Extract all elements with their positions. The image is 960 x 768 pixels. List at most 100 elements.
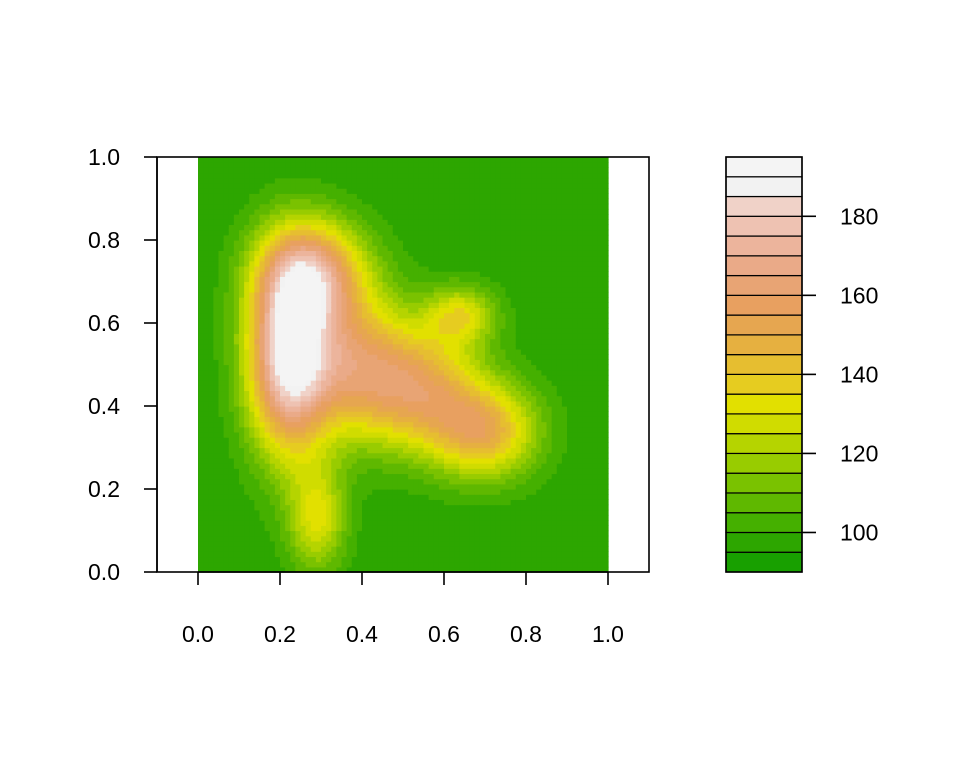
- heatmap-cell: [336, 312, 343, 319]
- heatmap-cell: [336, 182, 343, 189]
- heatmap-cell: [300, 214, 307, 220]
- heatmap-cell: [464, 499, 471, 506]
- heatmap-cell: [280, 182, 286, 189]
- heatmap-cell: [208, 390, 214, 397]
- heatmap-cell: [449, 234, 455, 241]
- heatmap-cell: [280, 255, 286, 262]
- heatmap-cell: [382, 421, 389, 428]
- heatmap-cell: [505, 556, 512, 563]
- heatmap-cell: [433, 271, 440, 277]
- heatmap-cell: [218, 203, 225, 210]
- heatmap-cell: [285, 525, 291, 532]
- heatmap-cell: [392, 369, 399, 376]
- heatmap-cell: [280, 525, 286, 532]
- heatmap-cell: [249, 343, 255, 350]
- heatmap-cell: [377, 234, 384, 241]
- heatmap-cell: [269, 566, 276, 573]
- heatmap-cell: [408, 307, 414, 314]
- heatmap-cell: [290, 489, 296, 495]
- heatmap-cell: [228, 265, 235, 272]
- heatmap-cell: [500, 411, 507, 417]
- heatmap-cell: [233, 504, 240, 511]
- heatmap-cell: [218, 406, 225, 412]
- heatmap-cell: [254, 203, 261, 210]
- heatmap-cell: [356, 395, 363, 402]
- heatmap-cell: [372, 421, 378, 428]
- heatmap-cell: [505, 400, 512, 407]
- heatmap-cell: [382, 219, 389, 226]
- heatmap-cell: [326, 297, 332, 303]
- heatmap-cell: [387, 489, 394, 495]
- heatmap-cell: [454, 525, 460, 532]
- heatmap-cell: [341, 390, 348, 397]
- heatmap-cell: [300, 276, 307, 283]
- heatmap-cell: [474, 343, 481, 350]
- heatmap-cell: [244, 514, 250, 521]
- heatmap-cell: [259, 323, 266, 329]
- heatmap-cell: [485, 504, 491, 511]
- heatmap-cell: [505, 255, 512, 262]
- heatmap-cell: [274, 245, 281, 251]
- heatmap-cell: [336, 302, 343, 309]
- heatmap-cell: [377, 447, 384, 454]
- heatmap-cell: [285, 265, 291, 272]
- heatmap-cell: [249, 182, 255, 189]
- heatmap-cell: [418, 499, 425, 506]
- heatmap-cell: [408, 561, 414, 568]
- heatmap-cell: [326, 494, 332, 500]
- heatmap-cell: [280, 240, 286, 246]
- heatmap-cell: [510, 297, 517, 303]
- heatmap-cell: [444, 369, 450, 376]
- heatmap-cell: [362, 468, 368, 475]
- heatmap-cell: [259, 546, 266, 552]
- heatmap-cell: [418, 297, 425, 303]
- heatmap-cell: [336, 198, 343, 205]
- heatmap-cell: [239, 172, 245, 179]
- heatmap-cell: [239, 442, 245, 449]
- heatmap-cell: [274, 374, 281, 381]
- heatmap-cell: [341, 457, 348, 464]
- heatmap-cell: [233, 452, 240, 459]
- heatmap-cell: [362, 182, 368, 189]
- heatmap-cell: [490, 328, 496, 334]
- heatmap-cell: [474, 400, 481, 407]
- heatmap-cell: [274, 286, 281, 293]
- heatmap-cell: [321, 390, 327, 397]
- heatmap-cell: [505, 172, 512, 179]
- heatmap-cell: [198, 297, 204, 303]
- heatmap-cell: [254, 328, 261, 334]
- heatmap-cell: [428, 291, 435, 298]
- heatmap-cell: [290, 520, 296, 526]
- heatmap-cell: [305, 499, 312, 506]
- heatmap-cell: [249, 364, 255, 371]
- heatmap-cell: [310, 520, 317, 526]
- heatmap-cell: [208, 457, 214, 464]
- heatmap-cell: [469, 457, 476, 464]
- heatmap-cell: [449, 229, 455, 236]
- heatmap-cell: [362, 271, 368, 277]
- heatmap-cell: [403, 229, 409, 236]
- heatmap-cell: [367, 291, 373, 298]
- heatmap-cell: [392, 312, 399, 319]
- heatmap-cell: [351, 193, 358, 200]
- heatmap-cell: [213, 478, 220, 485]
- heatmap-cell: [264, 473, 271, 480]
- heatmap-cell: [326, 203, 332, 210]
- heatmap-cell: [233, 182, 240, 189]
- heatmap-cell: [264, 328, 271, 334]
- heatmap-cell: [305, 260, 312, 267]
- heatmap-cell: [515, 437, 522, 443]
- heatmap-cell: [428, 250, 435, 257]
- heatmap-cell: [254, 302, 261, 309]
- heatmap-cell: [208, 167, 214, 174]
- heatmap-cell: [479, 504, 486, 511]
- heatmap-cell: [485, 447, 491, 454]
- heatmap-cell: [213, 343, 220, 350]
- heatmap-cell: [218, 421, 225, 428]
- heatmap-cell: [464, 188, 471, 194]
- heatmap-cell: [321, 463, 327, 469]
- heatmap-cell: [515, 483, 522, 490]
- heatmap-cell: [413, 234, 419, 241]
- heatmap-cell: [295, 431, 302, 438]
- heatmap-cell: [367, 411, 373, 417]
